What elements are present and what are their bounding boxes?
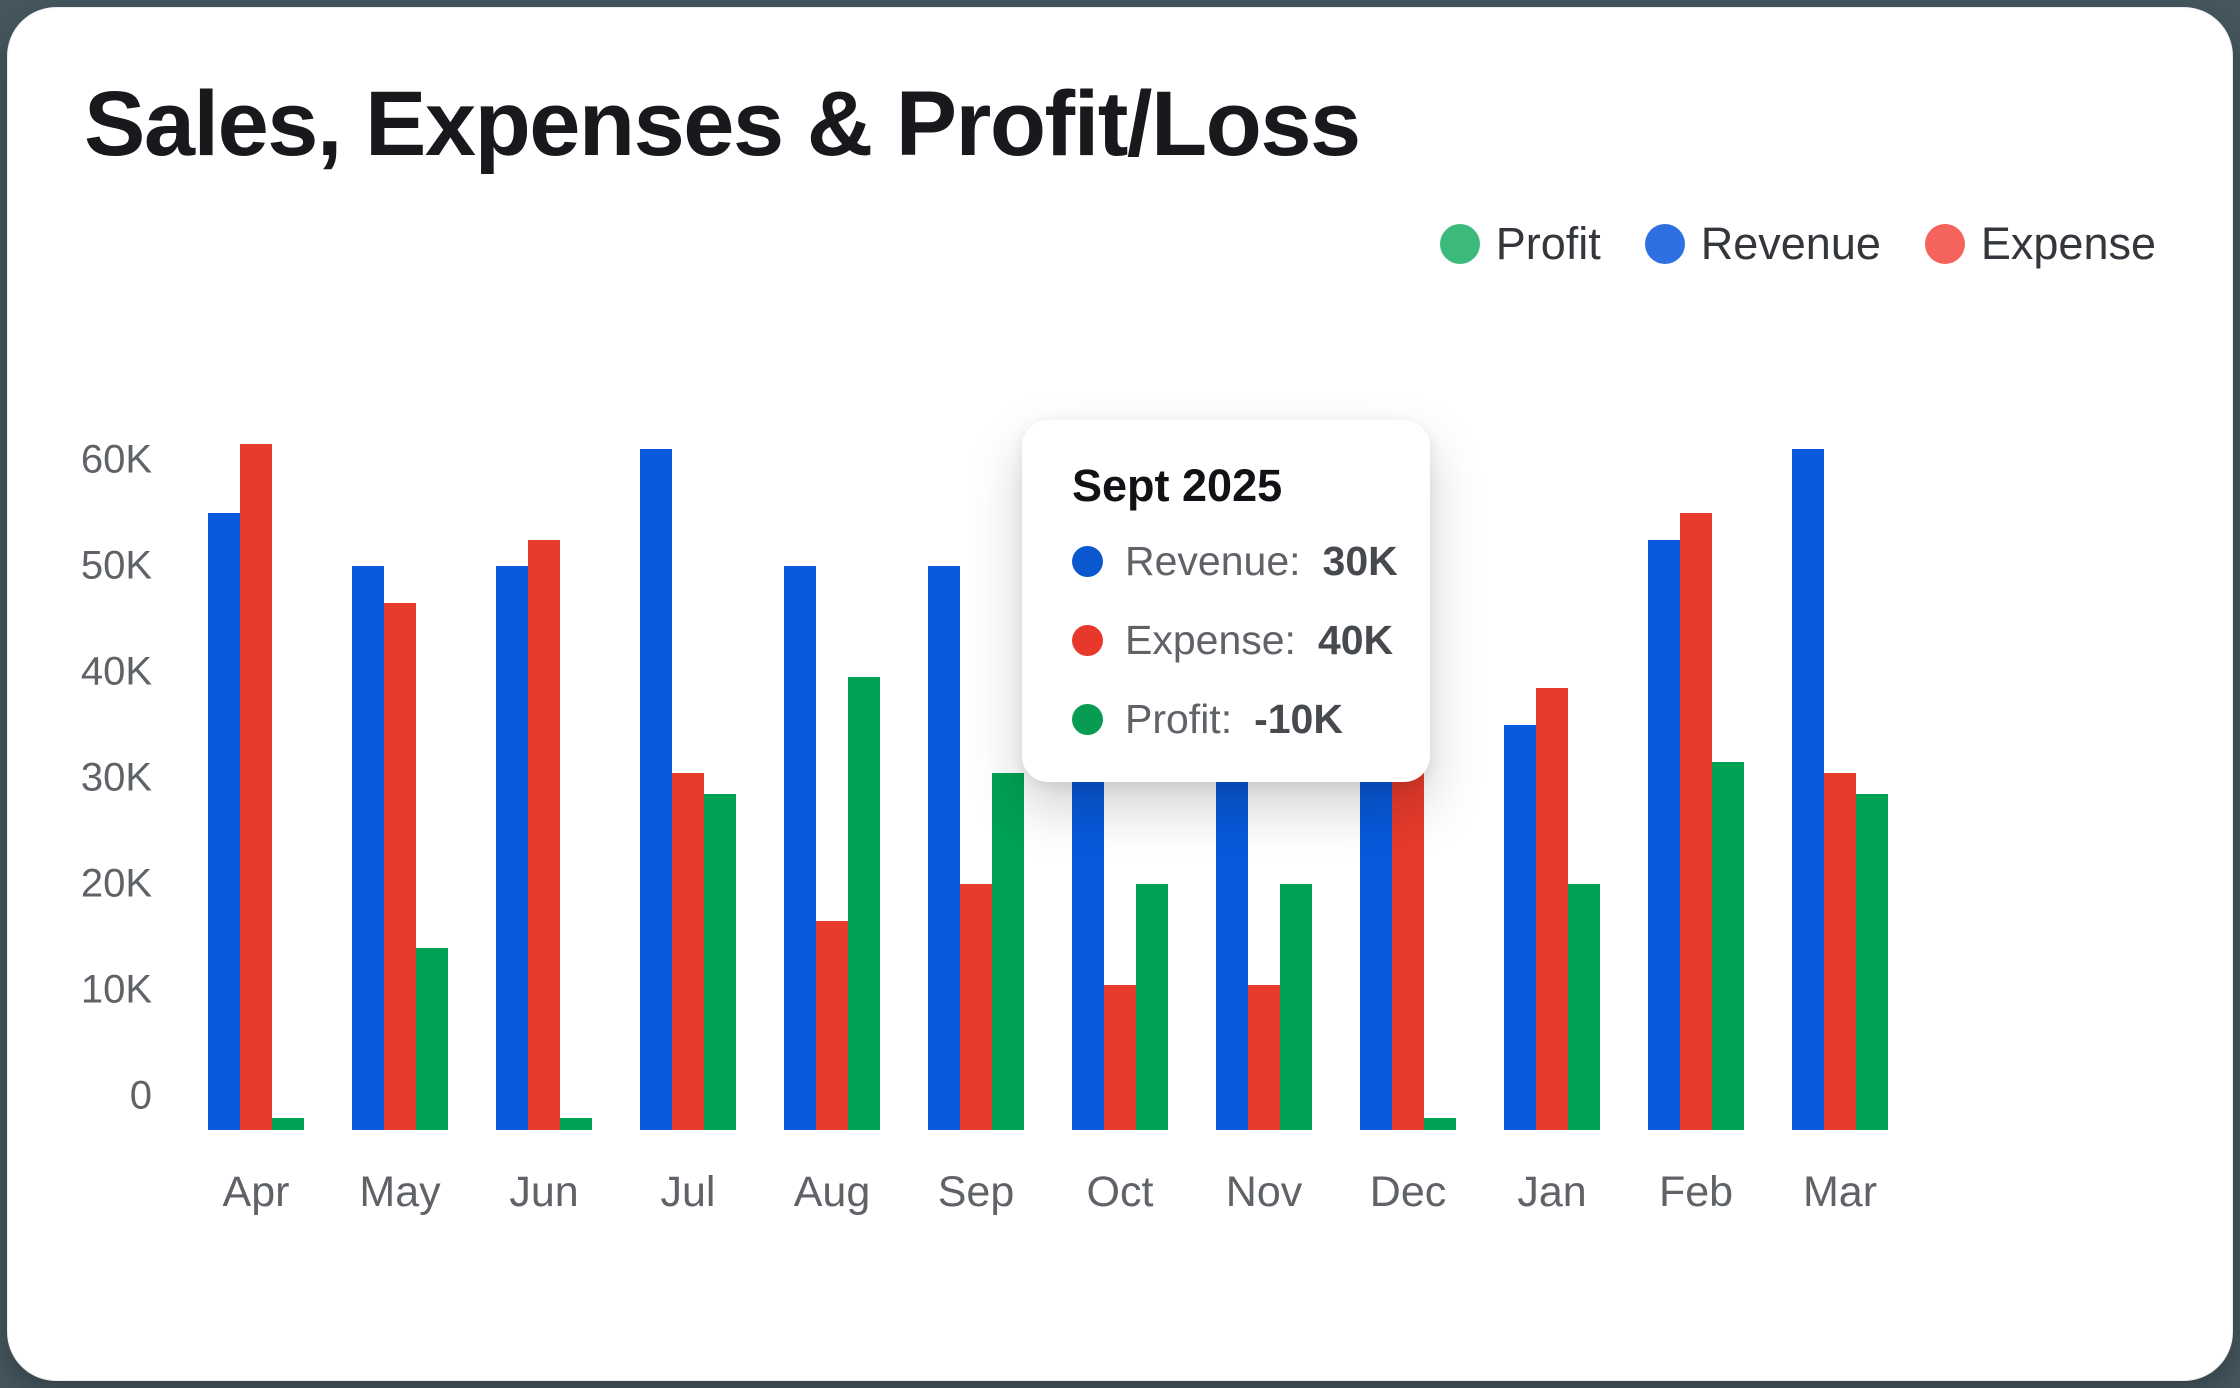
revenue-dot-icon [1072,546,1103,577]
apr-expense-bar[interactable] [240,444,272,1130]
legend-item-profit[interactable]: Profit [1439,218,1601,270]
x-axis-label-mar: Mar [1802,1168,1878,1216]
x-axis-label-aug: Aug [793,1168,871,1216]
sep-expense-bar[interactable] [960,884,992,1130]
y-axis-tick-label: 0 [129,1073,152,1118]
x-axis-label-oct: Oct [1086,1168,1154,1216]
aug-profit-bar[interactable] [848,677,880,1130]
legend-item-label: Expense [1980,218,2156,269]
legend-item-revenue[interactable]: Revenue [1644,218,1881,270]
tooltip-row-label: Profit: [1125,696,1233,742]
page-title: Sales, Expenses & Profit/Loss [84,73,1361,175]
x-axis-label-jan: Jan [1517,1168,1587,1216]
dec-profit-bar[interactable] [1424,1118,1456,1130]
x-axis-label-sep: Sep [937,1168,1015,1216]
feb-revenue-bar[interactable] [1648,539,1680,1130]
legend-item-expense[interactable]: Expense [1924,218,2156,270]
profit-dot-icon [1072,704,1103,735]
aug-revenue-bar[interactable] [784,566,816,1130]
may-expense-bar[interactable] [384,603,416,1130]
mar-revenue-bar[interactable] [1792,449,1824,1130]
may-revenue-bar[interactable] [352,566,384,1130]
sep-revenue-bar[interactable] [928,566,960,1130]
oct-expense-bar[interactable] [1104,984,1136,1130]
expense-dot-icon [1072,625,1103,656]
tooltip-row-value: -10K [1254,696,1343,742]
tooltip-row-label: Revenue: [1125,538,1301,584]
jul-profit-bar[interactable] [704,793,736,1130]
tooltip-row-profit: Profit: -10K [1072,696,1430,743]
tooltip-row-value: 40K [1317,617,1394,663]
aug-expense-bar[interactable] [816,921,848,1130]
x-axis-label-apr: Apr [222,1168,290,1216]
x-axis-label-nov: Nov [1225,1168,1303,1216]
jul-expense-bar[interactable] [672,772,704,1130]
tooltip-row-revenue: Revenue: 30K [1072,538,1430,585]
chart-tooltip: Sept 2025 Revenue: 30K Expense: 40K Prof… [1022,420,1430,782]
chart-legend: Profit Revenue Expense [1439,218,2156,270]
tooltip-title: Sept 2025 [1072,460,1283,511]
mar-expense-bar[interactable] [1824,772,1856,1130]
oct-profit-bar[interactable] [1136,884,1168,1130]
legend-item-label: Revenue [1700,218,1881,269]
expense-legend-dot-icon [1924,224,1965,264]
jan-revenue-bar[interactable] [1504,725,1536,1130]
jul-revenue-bar[interactable] [640,449,672,1130]
feb-expense-bar[interactable] [1680,513,1712,1130]
x-axis-label-jul: Jul [660,1168,716,1216]
jun-profit-bar[interactable] [560,1118,592,1130]
y-axis-tick-label: 40K [80,649,152,694]
nov-revenue-bar[interactable] [1216,778,1248,1130]
oct-revenue-bar[interactable] [1072,778,1104,1130]
x-axis-label-dec: Dec [1369,1168,1447,1216]
sep-profit-bar[interactable] [992,772,1024,1130]
tooltip-row-label: Expense: [1125,617,1296,663]
jan-expense-bar[interactable] [1536,687,1568,1130]
dec-revenue-bar[interactable] [1360,778,1392,1130]
dashboard-card: Sales, Expenses & Profit/Loss Profit Rev… [8,8,2232,1380]
y-axis-tick-label: 20K [80,861,152,906]
mar-profit-bar[interactable] [1856,793,1888,1130]
nov-expense-bar[interactable] [1248,984,1280,1130]
jun-revenue-bar[interactable] [496,566,528,1130]
x-axis-label-may: May [359,1168,441,1216]
y-axis-tick-label: 30K [80,755,152,800]
y-axis-tick-label: 50K [80,543,152,588]
nov-profit-bar[interactable] [1280,884,1312,1130]
x-axis-label-jun: Jun [509,1168,579,1216]
jun-expense-bar[interactable] [528,539,560,1130]
apr-profit-bar[interactable] [272,1118,304,1130]
x-axis-label-feb: Feb [1658,1168,1734,1216]
revenue-legend-dot-icon [1644,224,1685,264]
tooltip-row-expense: Expense: 40K [1072,617,1430,664]
y-axis-tick-label: 60K [80,437,152,482]
may-profit-bar[interactable] [416,947,448,1130]
y-axis-tick-label: 10K [80,967,152,1012]
feb-profit-bar[interactable] [1712,762,1744,1130]
apr-revenue-bar[interactable] [208,513,240,1130]
jan-profit-bar[interactable] [1568,884,1600,1130]
bar-chart-plot-area: 60K 50K 40K 30K 20K 10K 0 Apr May Jun Jul Aug Sep Oct… [8,8,2232,1380]
legend-item-label: Profit [1495,218,1601,269]
tooltip-row-value: 30K [1322,538,1398,584]
profit-legend-dot-icon [1439,224,1480,264]
dec-expense-bar[interactable] [1392,751,1424,1130]
